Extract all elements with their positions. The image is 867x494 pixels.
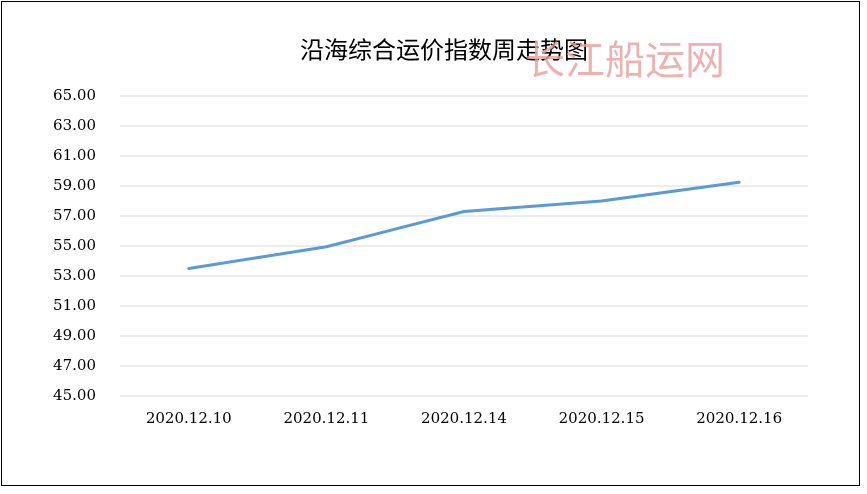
x-tick-label: 2020.12.11 xyxy=(283,409,369,427)
chart-title: 沿海综合运价指数周走势图 xyxy=(300,37,588,65)
x-tick-label: 2020.12.10 xyxy=(146,409,232,427)
y-tick-label: 57.00 xyxy=(53,206,96,224)
y-tick-label: 45.00 xyxy=(53,386,96,404)
y-tick-label: 47.00 xyxy=(53,356,96,374)
x-tick-label: 2020.12.16 xyxy=(696,409,782,427)
y-tick-label: 61.00 xyxy=(53,146,96,164)
line-series xyxy=(187,180,741,270)
y-tick-label: 59.00 xyxy=(53,176,96,194)
y-tick-label: 51.00 xyxy=(53,296,96,314)
y-tick-label: 55.00 xyxy=(53,236,96,254)
y-tick-label: 49.00 xyxy=(53,326,96,344)
chart-border xyxy=(1,1,860,486)
y-tick-label: 63.00 xyxy=(53,116,96,134)
y-tick-label: 65.00 xyxy=(53,86,96,104)
x-tick-label: 2020.12.14 xyxy=(421,409,507,427)
y-tick-label: 53.00 xyxy=(53,266,96,284)
x-tick-label: 2020.12.15 xyxy=(559,409,645,427)
watermark: 长江船运网 xyxy=(525,38,725,84)
